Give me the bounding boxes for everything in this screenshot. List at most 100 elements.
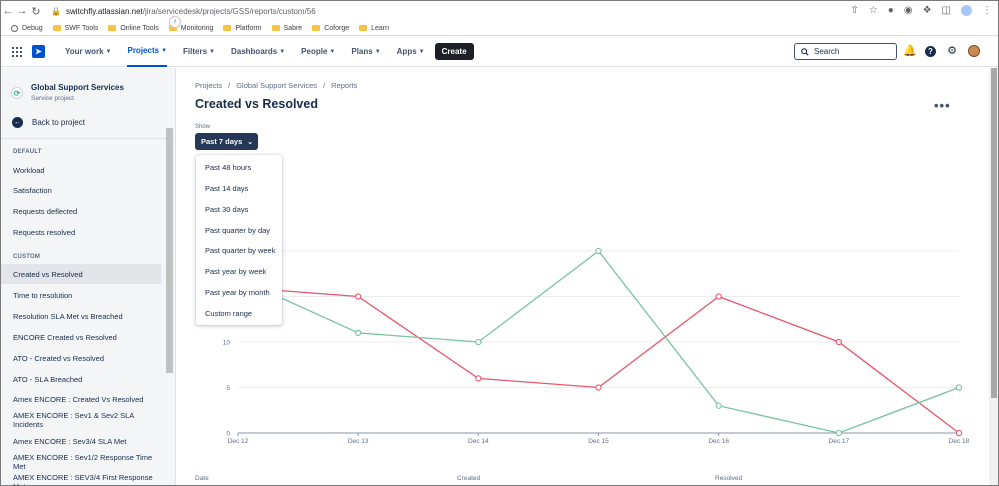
forward-arrow-icon[interactable]: → bbox=[16, 5, 28, 17]
sidebar-item-time-to-resolution[interactable]: Time to resolution bbox=[13, 290, 73, 300]
globe-icon bbox=[11, 24, 18, 32]
bookmark-sabre[interactable]: Sabre bbox=[271, 25, 302, 32]
chevron-down-icon: ▼ bbox=[161, 47, 168, 54]
help-icon[interactable]: ? bbox=[925, 45, 936, 57]
search-input[interactable]: Search bbox=[794, 43, 897, 60]
sidebar-item-amex-sev34-sla[interactable]: Amex ENCORE : Sev3/4 SLA Met bbox=[13, 436, 127, 446]
folder-icon bbox=[108, 25, 117, 31]
chevron-down-icon: ▼ bbox=[329, 48, 336, 55]
nav-plans[interactable]: Plans ▼ bbox=[351, 47, 381, 56]
bookmark-learn[interactable]: Learn bbox=[359, 25, 389, 32]
arrow-left-icon: ← bbox=[12, 117, 23, 128]
sidebar-item-amex-sev12-sla[interactable]: AMEX ENCORE : Sev1 & Sev2 SLA Incidents bbox=[13, 411, 134, 429]
page-scrollbar[interactable] bbox=[989, 68, 998, 485]
option-past-quarter-by-day[interactable]: Past quarter by day bbox=[205, 226, 271, 235]
sidebar-item-resolution-sla[interactable]: Resolution SLA Met vs Breached bbox=[13, 311, 123, 321]
section-custom: CUSTOM bbox=[13, 254, 41, 260]
back-to-project-link[interactable]: ← Back to project bbox=[12, 117, 85, 128]
back-arrow-icon[interactable]: ← bbox=[2, 5, 14, 17]
bookmark-debug[interactable]: Debug bbox=[11, 24, 43, 32]
option-past-quarter-by-week[interactable]: Past quarter by week bbox=[205, 246, 276, 255]
back-label: Back to project bbox=[32, 118, 85, 127]
sidebar-item-amex-created[interactable]: Amex ENCORE : Created Vs Resolved bbox=[13, 394, 144, 404]
collapse-sidebar-button[interactable]: ‹ bbox=[169, 16, 181, 28]
search-icon bbox=[801, 47, 809, 56]
option-past-year-by-week[interactable]: Past year by week bbox=[205, 267, 267, 276]
resolved-point bbox=[355, 329, 362, 337]
browser-actions: ⇧ ☆ ● ◉ ❖ ◫ ⋮ bbox=[850, 5, 992, 16]
sidebar-item-created-vs-resolved[interactable]: Created vs Resolved bbox=[1, 264, 161, 284]
bookmark-monitoring[interactable]: Monitoring bbox=[168, 25, 213, 32]
y-tick-label: 0 bbox=[226, 431, 230, 438]
avatar[interactable] bbox=[968, 45, 980, 57]
nav-people[interactable]: People ▼ bbox=[301, 47, 336, 56]
camera-icon[interactable]: ◉ bbox=[903, 5, 913, 16]
more-actions-icon[interactable]: ••• bbox=[934, 98, 951, 113]
reload-icon[interactable]: ↻ bbox=[31, 5, 41, 18]
project-name: Global Support Services bbox=[31, 83, 124, 92]
page-scrollbar-thumb[interactable] bbox=[991, 68, 997, 398]
option-past-14-days[interactable]: Past 14 days bbox=[205, 184, 249, 193]
x-tick-label: Dec 16 bbox=[708, 438, 729, 445]
sidebar-item-ato-created[interactable]: ATO - Created vs Resolved bbox=[13, 353, 105, 363]
created-point bbox=[595, 384, 602, 391]
sidebar-item-satisfaction[interactable]: Satisfaction bbox=[13, 185, 52, 195]
sidebar-item-requests-deflected[interactable]: Requests deflected bbox=[13, 206, 78, 216]
notification-bell-icon[interactable]: 🔔 bbox=[903, 45, 917, 57]
breadcrumb-separator: / bbox=[323, 81, 326, 90]
sidebar-item-amex-sev12-response[interactable]: AMEX ENCORE : Sev1/2 Response Time Met bbox=[13, 453, 153, 471]
folder-icon bbox=[312, 25, 321, 31]
bookmarks-bar: Debug SWF Tools Online Tools Monitoring … bbox=[1, 21, 998, 36]
bookmark-swf-tools[interactable]: SWF Tools bbox=[52, 25, 98, 32]
chevron-down-icon: ⌄ bbox=[247, 138, 254, 146]
sidebar-item-requests-resolved[interactable]: Requests resolved bbox=[13, 227, 76, 237]
puzzle-icon[interactable]: ❖ bbox=[922, 5, 932, 16]
column-created: Created bbox=[457, 475, 481, 482]
option-custom-range[interactable]: Custom range bbox=[205, 309, 253, 318]
star-icon[interactable]: ☆ bbox=[868, 5, 878, 16]
option-past-year-by-month[interactable]: Past year by month bbox=[205, 288, 270, 297]
url-path: /jira/servicedesk/projects/GSS/reports/c… bbox=[142, 6, 316, 16]
bookmark-platform[interactable]: Platform bbox=[223, 25, 262, 32]
chart-grid bbox=[238, 250, 959, 434]
profile-icon[interactable] bbox=[961, 5, 972, 16]
share-icon[interactable]: ⇧ bbox=[850, 5, 859, 16]
app-switcher-icon[interactable] bbox=[12, 46, 22, 57]
created-point bbox=[835, 338, 842, 346]
folder-icon bbox=[359, 25, 368, 31]
create-button[interactable]: Create bbox=[434, 43, 474, 60]
address-bar[interactable]: 🔒 switchfly.atlassian.net/jira/servicede… bbox=[51, 7, 316, 16]
period-select-button[interactable]: Past 7 days ⌄ bbox=[195, 133, 258, 150]
resolved-point bbox=[715, 402, 722, 409]
breadcrumb-projects[interactable]: Projects bbox=[195, 81, 223, 90]
sidebar-item-encore-created[interactable]: ENCORE Created vs Resolved bbox=[13, 332, 117, 342]
gear-icon[interactable]: ⚙ bbox=[947, 45, 957, 57]
sidebar-item-ato-sla[interactable]: ATO - SLA Breached bbox=[13, 374, 83, 384]
chevron-down-icon: ▼ bbox=[105, 48, 112, 55]
section-default: DEFAULT bbox=[13, 149, 42, 155]
folder-icon bbox=[168, 25, 177, 31]
option-past-48-hours[interactable]: Past 48 hours bbox=[205, 163, 252, 172]
bookmark-coforge[interactable]: Coforge bbox=[312, 25, 349, 32]
sidebar-item-amex-sev34-first-response[interactable]: AMEX ENCORE : SEV3/4 First Response Met bbox=[13, 473, 153, 485]
breadcrumb-project[interactable]: Global Support Services bbox=[236, 81, 318, 90]
project-avatar-icon: ⟳ bbox=[11, 87, 23, 99]
folder-icon bbox=[223, 25, 232, 31]
sidebar-item-workload[interactable]: Workload bbox=[13, 165, 45, 175]
nav-your-work[interactable]: Your work ▼ bbox=[65, 47, 112, 56]
jira-logo-icon[interactable]: ➤ bbox=[32, 45, 45, 58]
breadcrumb-reports[interactable]: Reports bbox=[331, 81, 358, 90]
nav-dashboards[interactable]: Dashboards ▼ bbox=[230, 47, 286, 56]
nav-apps[interactable]: Apps ▼ bbox=[396, 47, 425, 56]
option-past-30-days[interactable]: Past 30 days bbox=[205, 205, 249, 214]
extension-icon[interactable]: ● bbox=[887, 5, 894, 16]
sidepanel-icon[interactable]: ◫ bbox=[941, 5, 951, 16]
created-point bbox=[715, 293, 722, 300]
kebab-menu-icon[interactable]: ⋮ bbox=[982, 5, 992, 16]
nav-filters[interactable]: Filters ▼ bbox=[183, 47, 215, 56]
nav-projects[interactable]: Projects ▼ bbox=[127, 37, 168, 67]
sidebar-scrollbar[interactable] bbox=[166, 128, 173, 373]
bookmark-online-tools[interactable]: Online Tools bbox=[108, 25, 159, 32]
